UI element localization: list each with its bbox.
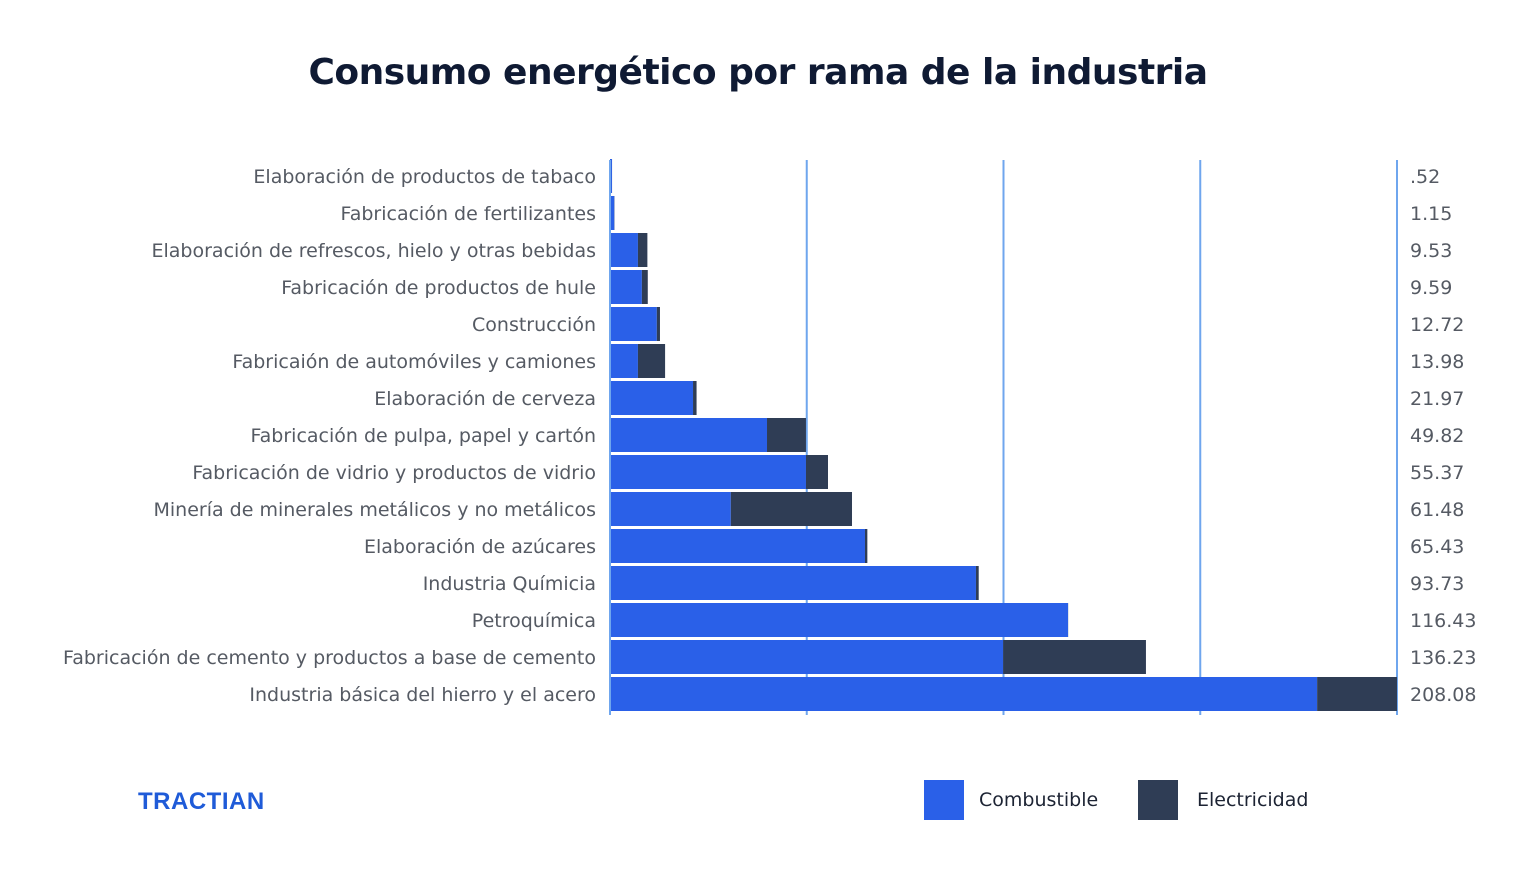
legend-label: Combustible bbox=[979, 789, 1099, 811]
tractian-logo: TRACTIAN bbox=[138, 788, 265, 815]
category-label: Fabricación de productos de hule bbox=[281, 277, 596, 299]
legend-item-combustible: Combustible bbox=[924, 780, 1098, 820]
category-label: Fabricación de cemento y productos a bas… bbox=[63, 647, 596, 669]
bar-electricidad bbox=[637, 344, 666, 378]
bar-combustible bbox=[610, 640, 1004, 674]
category-label: Industria Químicia bbox=[423, 573, 596, 595]
category-label: Elaboración de azúcares bbox=[364, 536, 596, 558]
bar-combustible bbox=[610, 344, 638, 378]
bar-combustible bbox=[610, 455, 806, 489]
category-label: Elaboración de cerveza bbox=[374, 388, 596, 410]
category-label: Industria básica del hierro y el acero bbox=[249, 684, 596, 706]
total-value-label: 116.43 bbox=[1410, 610, 1476, 632]
total-value-label: 93.73 bbox=[1410, 573, 1464, 595]
bar-electricidad bbox=[730, 492, 853, 526]
total-value-label: 12.72 bbox=[1410, 314, 1464, 336]
bar-combustible bbox=[610, 492, 731, 526]
bar-combustible bbox=[610, 270, 642, 304]
bar-electricidad bbox=[1003, 640, 1146, 674]
total-value-label: 65.43 bbox=[1410, 536, 1464, 558]
bar-electricidad bbox=[693, 381, 697, 415]
total-value-label: 136.23 bbox=[1410, 647, 1476, 669]
legend-swatch-electricidad bbox=[1138, 780, 1178, 820]
category-label: Fabricaión de automóviles y camiones bbox=[232, 351, 596, 373]
category-label: Fabricación de pulpa, papel y cartón bbox=[250, 425, 596, 447]
bar-combustible bbox=[610, 677, 1318, 711]
legend-swatch-combustible bbox=[924, 780, 964, 820]
total-value-label: 49.82 bbox=[1410, 425, 1464, 447]
chart-title: Consumo energético por rama de la indust… bbox=[308, 52, 1208, 93]
category-label: Fabricación de vidrio y productos de vid… bbox=[192, 462, 596, 484]
total-value-label: 61.48 bbox=[1410, 499, 1464, 521]
category-label: Minería de minerales metálicos y no metá… bbox=[153, 499, 596, 521]
category-label: Petroquímica bbox=[472, 610, 596, 632]
bar-electricidad bbox=[656, 307, 660, 341]
total-value-label: 208.08 bbox=[1410, 684, 1476, 706]
bar-combustible bbox=[610, 196, 615, 230]
legend-item-electricidad: Electricidad bbox=[1138, 780, 1308, 820]
total-value-label: 9.53 bbox=[1410, 240, 1452, 262]
total-value-label: 1.15 bbox=[1410, 203, 1452, 225]
bar-electricidad bbox=[637, 233, 648, 267]
bar-electricidad bbox=[767, 418, 806, 452]
bar-electricidad bbox=[975, 566, 979, 600]
bar-combustible bbox=[610, 233, 638, 267]
total-value-label: 21.97 bbox=[1410, 388, 1464, 410]
total-value-label: 9.59 bbox=[1410, 277, 1452, 299]
category-label: Elaboración de productos de tabaco bbox=[253, 166, 596, 188]
total-value-label: 55.37 bbox=[1410, 462, 1464, 484]
total-value-label: 13.98 bbox=[1410, 351, 1464, 373]
bar-electricidad bbox=[641, 270, 648, 304]
bar-electricidad bbox=[864, 529, 868, 563]
total-value-label: .52 bbox=[1410, 166, 1440, 188]
category-label: Elaboración de refrescos, hielo y otras … bbox=[152, 240, 597, 262]
bar-combustible bbox=[610, 603, 1069, 637]
category-label: Construcción bbox=[472, 314, 596, 336]
bar-combustible bbox=[610, 307, 657, 341]
bar-combustible bbox=[610, 529, 865, 563]
bar-combustible bbox=[610, 381, 694, 415]
bar-electricidad bbox=[805, 455, 828, 489]
bar-electricidad bbox=[1317, 677, 1397, 711]
legend-label: Electricidad bbox=[1197, 789, 1309, 811]
bar-combustible bbox=[610, 566, 976, 600]
bar-combustible bbox=[610, 418, 768, 452]
category-label: Fabricación de fertilizantes bbox=[341, 203, 596, 225]
